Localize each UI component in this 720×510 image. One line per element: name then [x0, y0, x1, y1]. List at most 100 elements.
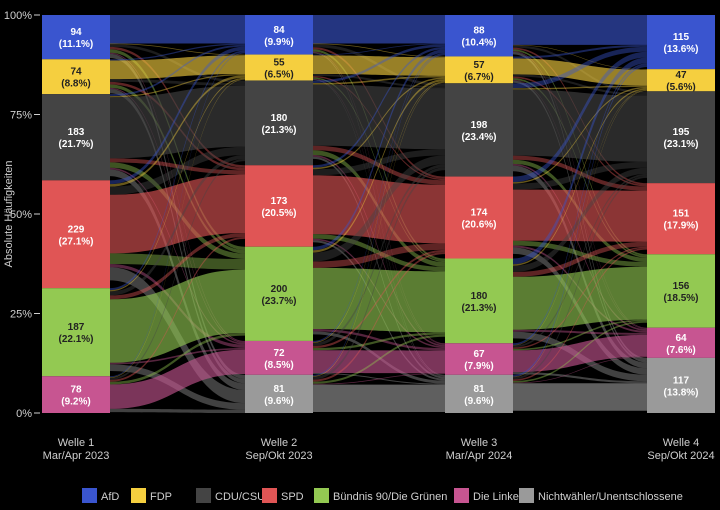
- node-3-afd: [445, 15, 513, 57]
- wave-label-3-line-2: Mar/Apr 2024: [446, 450, 513, 462]
- node-value-2-linke: 72: [273, 348, 285, 359]
- node-percent-3-nicht: (9.6%): [464, 396, 493, 407]
- flow-1-cdu-to-fdp: [110, 74, 245, 98]
- node-1-fdp: [42, 59, 110, 95]
- flow-1-cdu-to-nicht: [110, 169, 245, 391]
- flow-3-spd-to-fdp: [513, 86, 647, 184]
- node-value-2-fdp: 55: [273, 58, 285, 69]
- flow-2-cdu-to-spd: [313, 145, 445, 185]
- node-1-afd: [42, 15, 110, 60]
- node-percent-2-linke: (8.5%): [264, 360, 293, 371]
- flow-3-gruene-to-spd: [513, 241, 647, 277]
- y-tick-label-2: 50%: [10, 209, 32, 221]
- node-percent-4-spd: (17.9%): [663, 221, 698, 232]
- y-tick-label-4: 100%: [4, 10, 32, 22]
- wave-label-4-line-1: Welle 4: [663, 437, 699, 449]
- flow-2-fdp-to-cdu: [313, 74, 445, 89]
- flow-3-nicht-to-afd: [513, 65, 647, 377]
- wave-label-4-line-2: Sep/Okt 2024: [647, 450, 714, 462]
- y-tick-label-1: 25%: [10, 309, 32, 321]
- flow-3-nicht-to-nicht: [513, 383, 647, 411]
- node-2-fdp: [245, 54, 313, 81]
- flow-1-afd-to-fdp: [110, 43, 245, 56]
- node-1-spd: [42, 180, 110, 289]
- node-3-spd: [445, 176, 513, 259]
- flow-2-nicht-to-linke: [313, 373, 445, 385]
- node-value-2-nicht: 81: [273, 384, 285, 395]
- node-4-linke: [647, 327, 715, 358]
- flow-2-linke-to-spd: [313, 249, 445, 349]
- flow-3-linke-to-afd: [513, 63, 647, 346]
- node-value-2-cdu: 180: [271, 113, 288, 124]
- legend-label-afd: AfD: [101, 491, 119, 503]
- flow-3-spd-to-spd: [513, 189, 647, 242]
- flow-3-gruene-to-fdp: [513, 88, 647, 266]
- node-value-4-fdp: 47: [675, 70, 687, 81]
- node-value-4-nicht: 117: [673, 375, 690, 386]
- flow-2-linke-to-fdp: [313, 81, 445, 343]
- node-value-4-cdu: 195: [673, 127, 690, 138]
- flows-layer: [110, 15, 647, 413]
- flow-1-cdu-to-linke: [110, 167, 245, 345]
- flow-3-nicht-to-gruene: [513, 321, 647, 383]
- flow-1-linke-to-afd: [110, 52, 245, 378]
- flow-3-nicht-to-linke: [513, 356, 647, 384]
- flow-3-nicht-to-cdu: [513, 175, 647, 380]
- node-3-fdp: [445, 56, 513, 84]
- flow-3-afd-to-afd: [513, 15, 647, 45]
- flow-3-cdu-to-fdp: [513, 85, 647, 90]
- node-percent-4-afd: (13.6%): [663, 44, 698, 55]
- flow-3-spd-to-afd: [513, 51, 647, 183]
- flow-3-linke-to-spd: [513, 246, 647, 349]
- flow-1-afd-to-afd: [110, 15, 245, 44]
- flow-2-cdu-to-linke: [313, 155, 445, 347]
- wave-label-3-line-1: Welle 3: [461, 437, 497, 449]
- node-value-1-spd: 229: [68, 224, 85, 235]
- node-percent-2-afd: (9.9%): [264, 37, 293, 48]
- flow-3-nicht-to-fdp: [513, 90, 647, 378]
- flow-3-fdp-to-fdp: [513, 58, 647, 86]
- legend-label-gruene: Bündnis 90/Die Grünen: [333, 491, 447, 503]
- node-4-gruene: [647, 254, 715, 328]
- flow-2-nicht-to-cdu: [313, 167, 445, 380]
- flow-2-afd-to-fdp: [313, 43, 445, 58]
- node-percent-3-cdu: (23.4%): [461, 132, 496, 143]
- node-percent-4-linke: (7.6%): [666, 345, 695, 356]
- node-percent-3-spd: (20.6%): [461, 220, 496, 231]
- wave-label-1-line-1: Welle 1: [58, 437, 94, 449]
- flow-2-spd-to-afd: [313, 46, 445, 168]
- node-percent-1-linke: (9.2%): [61, 397, 90, 408]
- flow-2-cdu-to-nicht: [313, 156, 445, 379]
- node-4-nicht: [647, 357, 715, 413]
- flow-2-afd-to-gruene: [313, 49, 445, 261]
- flow-3-linke-to-gruene: [513, 319, 647, 351]
- flow-2-fdp-to-gruene: [313, 77, 445, 263]
- node-value-1-linke: 78: [70, 385, 82, 396]
- flow-1-spd-to-fdp: [110, 75, 245, 187]
- flow-2-gruene-to-gruene: [313, 267, 445, 333]
- flow-1-cdu-to-cdu: [110, 85, 245, 159]
- node-value-3-linke: 67: [473, 349, 485, 360]
- node-1-linke: [42, 376, 110, 413]
- flow-1-spd-to-cdu: [110, 146, 245, 195]
- node-percent-1-afd: (11.1%): [59, 39, 93, 50]
- flow-3-cdu-to-spd: [513, 155, 647, 191]
- node-percent-2-nicht: (9.6%): [264, 396, 293, 407]
- node-value-4-spd: 151: [673, 209, 690, 220]
- flow-3-spd-to-gruene: [513, 240, 647, 267]
- flow-2-linke-to-gruene: [313, 332, 445, 351]
- node-percent-3-gruene: (21.3%): [461, 303, 496, 314]
- node-value-4-gruene: 156: [673, 281, 690, 292]
- node-2-afd: [245, 15, 313, 55]
- flow-2-fdp-to-afd: [313, 43, 445, 56]
- node-value-3-gruene: 180: [471, 291, 488, 302]
- y-axis-title: Absolute Häufigkeiten: [3, 160, 15, 267]
- flow-1-linke-to-gruene: [110, 332, 245, 385]
- flow-2-linke-to-linke: [313, 350, 445, 374]
- flow-2-linke-to-cdu: [313, 164, 445, 346]
- flow-3-linke-to-fdp: [513, 89, 647, 346]
- wave-label-1-line-2: Mar/Apr 2023: [43, 450, 110, 462]
- flow-3-cdu-to-afd: [513, 46, 647, 89]
- node-value-3-fdp: 57: [473, 60, 485, 71]
- flow-1-fdp-to-cdu: [110, 79, 245, 86]
